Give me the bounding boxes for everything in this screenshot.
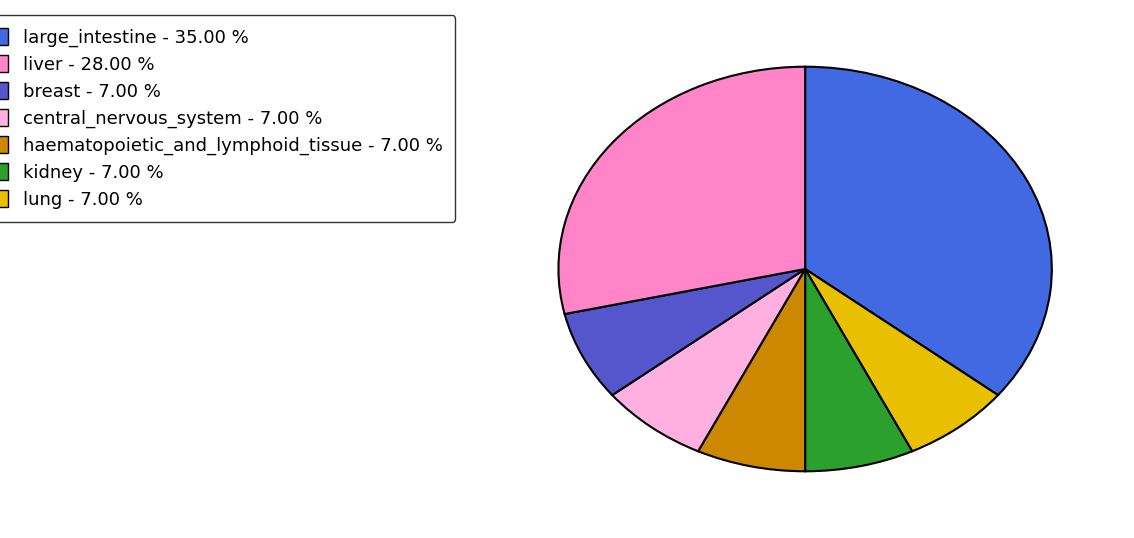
Legend: large_intestine - 35.00 %, liver - 28.00 %, breast - 7.00 %, central_nervous_sys: large_intestine - 35.00 %, liver - 28.00… <box>0 15 455 222</box>
Wedge shape <box>699 269 805 471</box>
Wedge shape <box>565 269 805 395</box>
Wedge shape <box>805 269 912 471</box>
Wedge shape <box>558 67 805 314</box>
Wedge shape <box>805 269 998 451</box>
Wedge shape <box>805 67 1052 395</box>
Wedge shape <box>612 269 805 451</box>
